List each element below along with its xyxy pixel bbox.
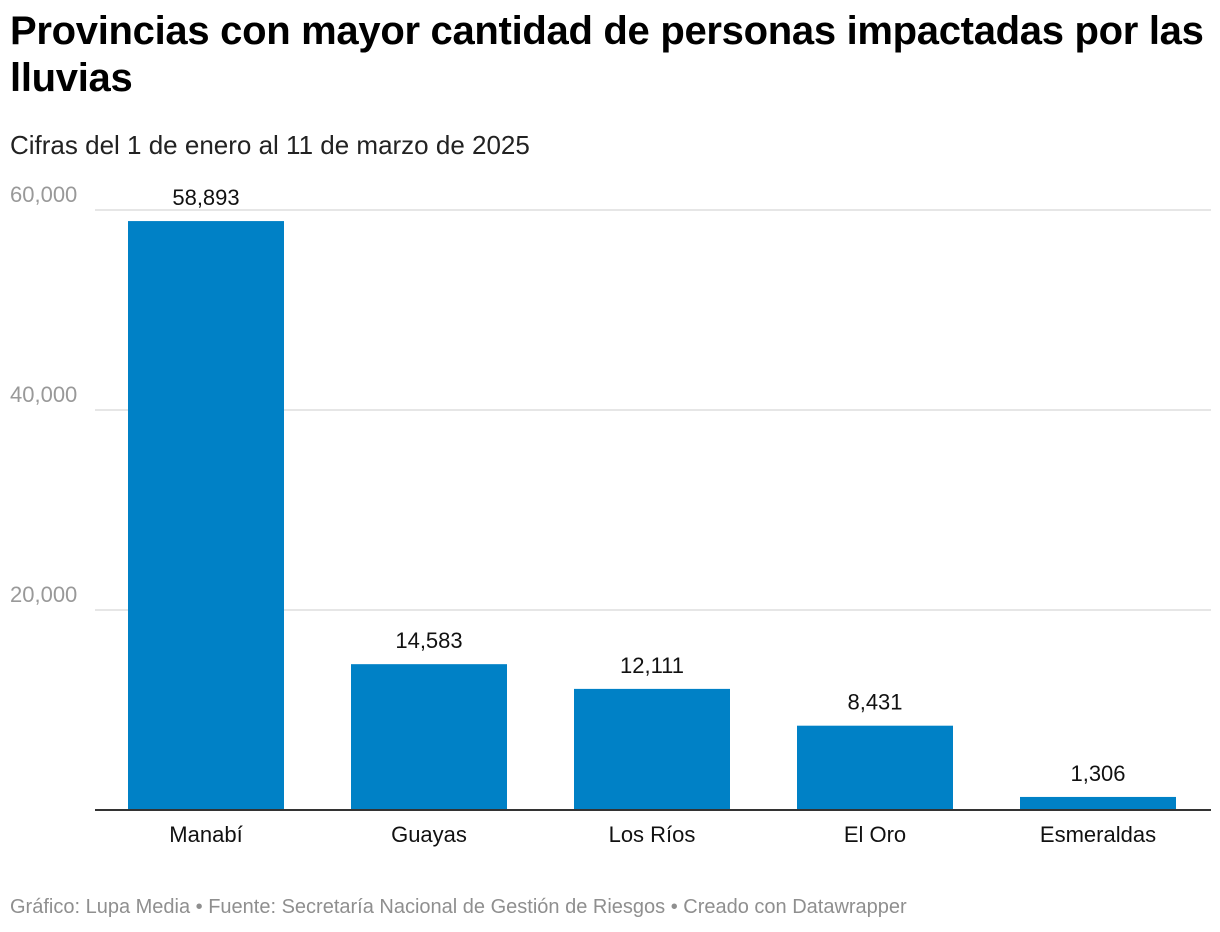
- y-tick-label: 40,000: [10, 382, 77, 407]
- bar: [128, 221, 284, 810]
- data-labels: 58,893 14,583 12,111 8,431 1,306: [172, 185, 1125, 786]
- y-tick-label: 20,000: [10, 582, 77, 607]
- data-label: 8,431: [847, 690, 902, 715]
- x-tick-label: Manabí: [169, 822, 242, 847]
- x-tick-label: Guayas: [391, 822, 467, 847]
- data-label: 14,583: [395, 628, 462, 653]
- bar: [1020, 796, 1176, 810]
- x-tick-label: Esmeraldas: [1040, 822, 1156, 847]
- data-label: 12,111: [620, 653, 684, 678]
- data-label: 58,893: [172, 185, 239, 210]
- bar: [797, 725, 953, 810]
- chart-footer: Gráfico: Lupa Media • Fuente: Secretaría…: [10, 896, 907, 918]
- x-axis-ticks: Manabí Guayas Los Ríos El Oro Esmeraldas: [169, 822, 1156, 847]
- data-label: 1,306: [1070, 761, 1125, 786]
- chart-title: Provincias con mayor cantidad de persona…: [10, 9, 1204, 100]
- y-axis-ticks: 20,000 40,000 60,000: [10, 182, 77, 607]
- y-tick-label: 60,000: [10, 182, 77, 207]
- x-tick-label: El Oro: [844, 822, 906, 847]
- bar: [351, 664, 507, 810]
- bar: [574, 688, 730, 810]
- bars: [128, 221, 1176, 810]
- x-tick-label: Los Ríos: [609, 822, 696, 847]
- chart-subtitle: Cifras del 1 de enero al 11 de marzo de …: [10, 130, 530, 160]
